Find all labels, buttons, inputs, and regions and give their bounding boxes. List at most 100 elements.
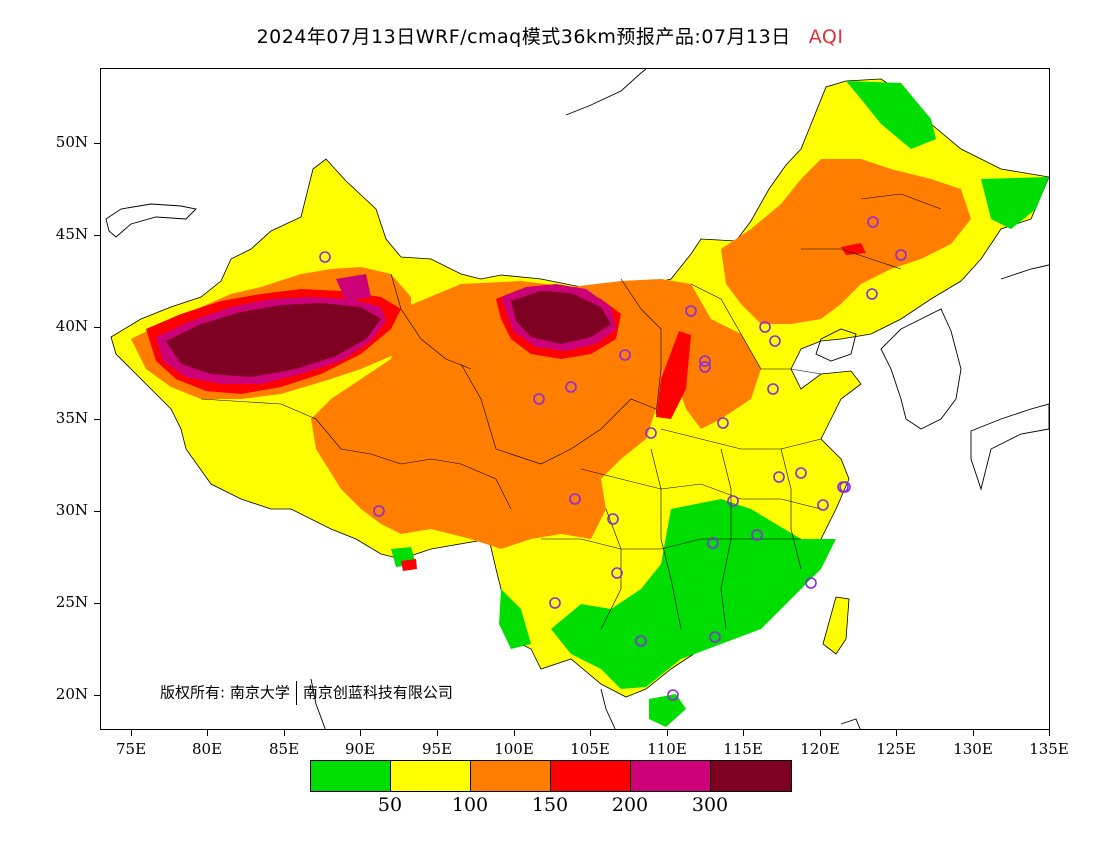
station-marker[interactable] (699, 361, 711, 373)
station-marker[interactable] (667, 689, 679, 701)
station-marker[interactable] (837, 481, 849, 493)
station-marker[interactable] (549, 597, 561, 609)
red-tibet-spot (401, 559, 417, 571)
x-tick-label: 120E (800, 740, 840, 758)
legend-swatch (711, 761, 791, 791)
y-tick-label: 35N (55, 409, 88, 427)
x-tick-mark (896, 730, 897, 736)
station-marker[interactable] (805, 577, 817, 589)
green-east-border (981, 177, 1049, 229)
x-tick-mark (743, 730, 744, 736)
station-marker[interactable] (795, 467, 807, 479)
station-marker[interactable] (769, 335, 781, 347)
x-tick-mark (284, 730, 285, 736)
y-tick-label: 30N (55, 501, 88, 519)
aqi-map (105, 69, 1049, 729)
station-marker[interactable] (727, 495, 739, 507)
yellow-taiwan (822, 596, 850, 655)
legend-label: 300 (691, 794, 729, 816)
station-marker[interactable] (773, 471, 785, 483)
copyright-label: 版权所有: (160, 683, 226, 702)
map-title: 2024年07月13日WRF/cmaq模式36km预报产品:07月13日 AQI (0, 22, 1100, 49)
x-tick-mark (207, 730, 208, 736)
x-tick-mark (437, 730, 438, 736)
station-marker[interactable] (895, 249, 907, 261)
x-tick-label: 105E (570, 740, 610, 758)
x-tick-label: 125E (876, 740, 916, 758)
legend-swatch (551, 761, 631, 791)
station-marker[interactable] (767, 383, 779, 395)
maroon-hexi (511, 291, 611, 344)
title-main: 2024年07月13日WRF/cmaq模式36km预报产品:07月13日 (256, 26, 791, 48)
y-tick-label: 45N (55, 225, 88, 243)
y-tick-mark (94, 511, 100, 512)
station-marker[interactable] (607, 513, 619, 525)
station-marker[interactable] (565, 381, 577, 393)
station-marker[interactable] (717, 417, 729, 429)
station-marker[interactable] (645, 427, 657, 439)
orange-central (311, 279, 711, 549)
station-marker[interactable] (759, 321, 771, 333)
station-marker[interactable] (817, 499, 829, 511)
x-tick-label: 85E (268, 740, 300, 758)
station-marker[interactable] (867, 216, 879, 228)
legend-swatch (471, 761, 551, 791)
x-tick-mark (820, 730, 821, 736)
red-northeast-spot (841, 243, 866, 255)
station-marker[interactable] (699, 355, 711, 367)
y-tick-mark (94, 695, 100, 696)
legend-label: 50 (377, 794, 403, 816)
x-tick-label: 135E (1029, 740, 1069, 758)
green-hainan (649, 694, 686, 727)
station-marker[interactable] (635, 635, 647, 647)
title-variable: AQI (808, 26, 844, 48)
vietnam-coast (600, 688, 616, 729)
x-tick-mark (973, 730, 974, 736)
y-tick-label: 50N (55, 133, 88, 151)
korea-peninsula (880, 308, 962, 430)
bohai-bay (815, 328, 857, 362)
philippines (840, 718, 861, 729)
station-marker[interactable] (319, 251, 331, 263)
green-south-border (499, 589, 531, 649)
magenta-north-tarim (336, 274, 371, 301)
x-tick-label: 115E (723, 740, 763, 758)
station-marker[interactable] (533, 393, 545, 405)
y-tick-mark (94, 419, 100, 420)
maroon-tarim (166, 303, 381, 377)
copyright-owner-1: 南京大学 (229, 683, 290, 702)
copyright-owner-2: 南京创蓝科技有限公司 (302, 683, 453, 702)
station-marker[interactable] (685, 305, 697, 317)
y-tick-label: 20N (55, 685, 88, 703)
station-marker[interactable] (866, 288, 878, 300)
y-tick-mark (94, 327, 100, 328)
legend-label: 200 (611, 794, 649, 816)
x-tick-label: 95E (421, 740, 453, 758)
station-marker[interactable] (611, 567, 623, 579)
x-tick-label: 80E (191, 740, 223, 758)
legend-label: 100 (451, 794, 489, 816)
orange-north (721, 159, 971, 324)
station-marker[interactable] (751, 529, 763, 541)
y-tick-mark (94, 143, 100, 144)
y-tick-mark (94, 603, 100, 604)
station-marker[interactable] (619, 349, 631, 361)
station-marker[interactable] (707, 537, 719, 549)
green-southeast (551, 499, 836, 689)
x-tick-mark (667, 730, 668, 736)
legend-swatch (391, 761, 471, 791)
legend-label: 150 (531, 794, 569, 816)
x-tick-mark (514, 730, 515, 736)
green-northeast (846, 81, 936, 149)
color-legend (310, 760, 792, 792)
southeast-asia (310, 678, 326, 729)
map-panel[interactable] (100, 68, 1050, 730)
station-marker[interactable] (373, 505, 385, 517)
x-tick-label: 130E (953, 740, 993, 758)
kazakhstan-lake (105, 203, 197, 238)
station-marker[interactable] (709, 631, 721, 643)
station-marker[interactable] (569, 493, 581, 505)
x-tick-mark (360, 730, 361, 736)
russia-border-north (565, 69, 647, 116)
x-tick-mark (590, 730, 591, 736)
